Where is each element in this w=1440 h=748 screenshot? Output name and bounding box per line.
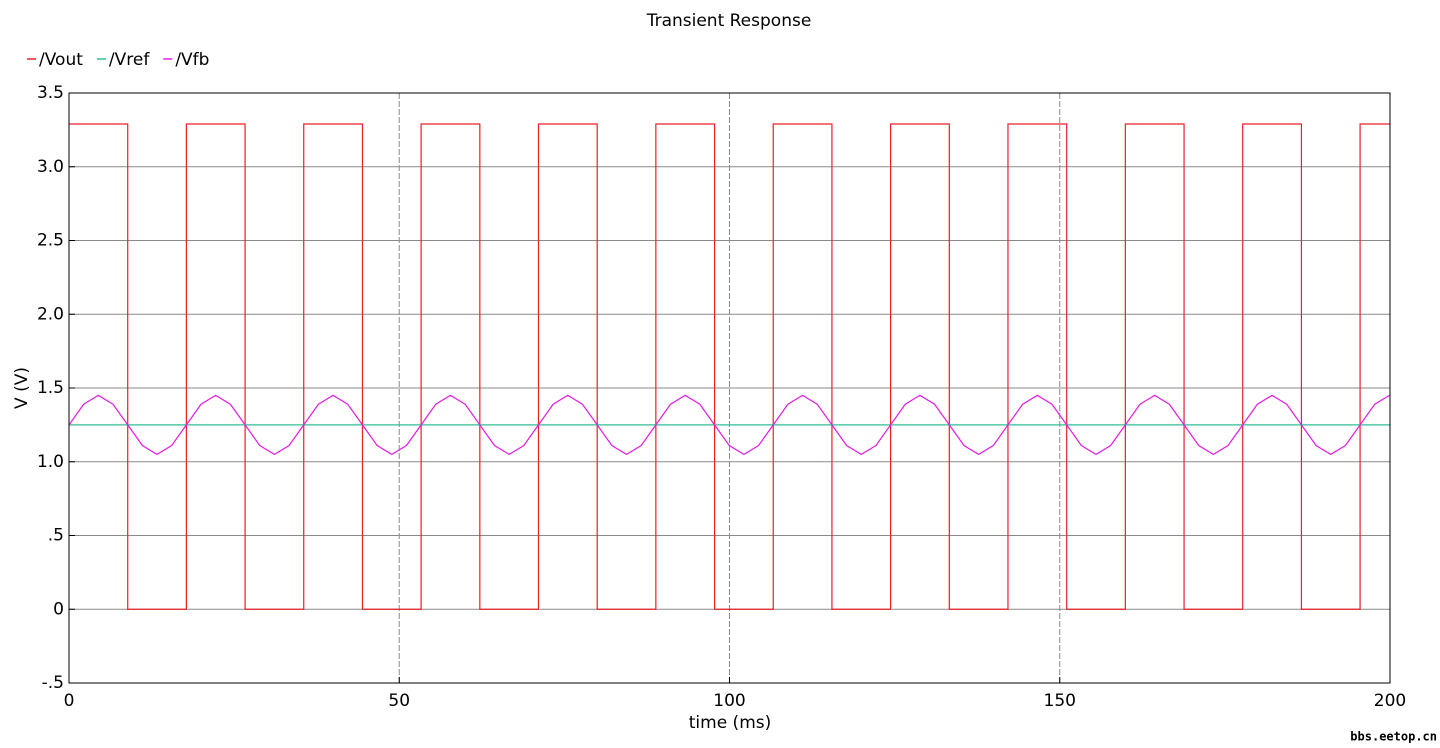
y-tick-label: 2.5 <box>37 231 64 251</box>
legend-label: /Vref <box>109 50 150 70</box>
x-tick-label: 0 <box>64 691 75 711</box>
x-tick-label: 150 <box>1044 691 1076 711</box>
y-tick-label: 3.5 <box>37 83 64 103</box>
x-tick-label: 100 <box>713 691 745 711</box>
y-tick-label: 1.5 <box>37 378 64 398</box>
y-tick-label: 1.0 <box>37 452 64 472</box>
series-line <box>69 123 1390 610</box>
y-tick-label: 0 <box>53 599 64 619</box>
y-tick-label: 2.0 <box>37 304 64 324</box>
chart-title: Transient Response <box>646 11 812 31</box>
y-tick-label: .5 <box>48 526 64 546</box>
x-tick-label: 50 <box>388 691 410 711</box>
x-axis-label: time (ms) <box>689 713 772 733</box>
legend-label: /Vfb <box>175 50 209 70</box>
plot-border <box>68 92 1391 684</box>
y-tick-label: -.5 <box>42 673 64 693</box>
x-tick-label: 200 <box>1374 691 1406 711</box>
y-axis-label: V (V) <box>12 367 32 409</box>
legend-label: /Vout <box>39 50 83 70</box>
series-line <box>68 394 1390 456</box>
y-tick-label: 3.0 <box>37 157 64 177</box>
watermark: bbs.eetop.cn <box>1350 730 1437 744</box>
